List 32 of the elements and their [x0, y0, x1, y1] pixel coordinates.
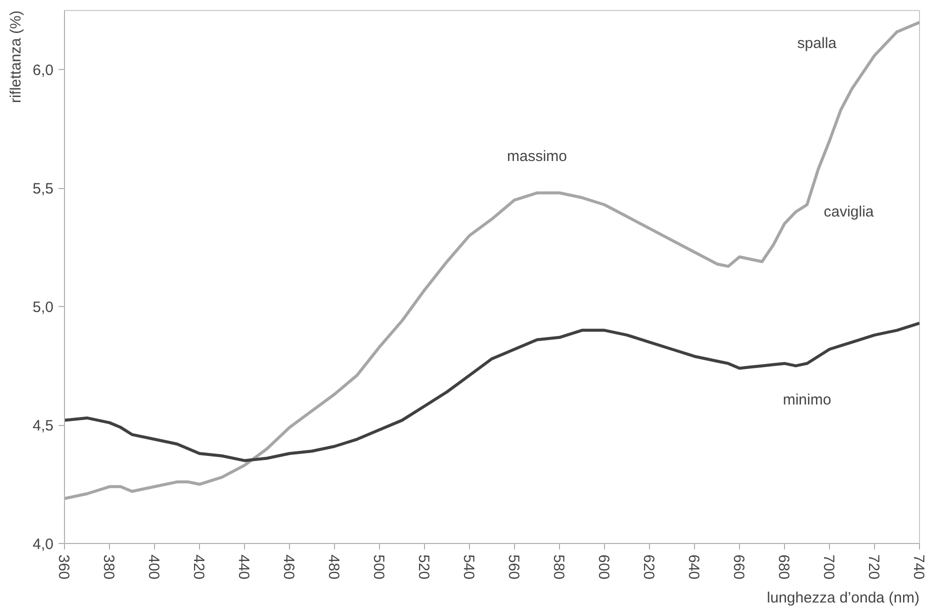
annotation: spalla	[797, 35, 838, 52]
y-tick-label: 6,0	[32, 62, 54, 80]
x-tick-label: 360	[55, 554, 72, 580]
x-tick-label: 420	[190, 554, 207, 580]
x-tick-label: 480	[325, 554, 342, 580]
x-tick-label: 520	[415, 554, 432, 580]
x-tick-label: 440	[235, 554, 252, 580]
x-tick-label: 600	[595, 554, 612, 580]
x-tick-label: 560	[505, 554, 522, 580]
x-tick-label: 580	[550, 554, 567, 580]
x-tick-label: 740	[910, 554, 927, 580]
x-tick-label: 540	[460, 554, 477, 580]
x-tick-label: 680	[775, 554, 792, 580]
annotation: caviglia	[824, 203, 874, 220]
y-axis-title: riflettanza (%)	[8, 10, 24, 104]
x-tick-label: 660	[730, 554, 747, 580]
x-tick-label: 700	[820, 554, 837, 580]
y-tick-label: 5,5	[32, 180, 54, 198]
x-tick-label: 500	[370, 554, 387, 580]
y-tick-label: 4,0	[32, 536, 54, 553]
annotation: massimo	[506, 148, 568, 165]
x-axis-title: lunghezza d’onda (nm)	[766, 590, 920, 606]
x-tick-label: 720	[865, 554, 882, 580]
y-tick-label: 4,5	[32, 418, 54, 435]
x-tick-label: 640	[685, 554, 702, 580]
y-tick-label: 5,0	[32, 299, 54, 316]
line-series	[64, 322, 920, 462]
x-tick-label: 620	[640, 554, 657, 580]
x-tick-label: 460	[280, 554, 297, 580]
x-tick-label: 400	[145, 554, 162, 580]
x-tick-label: 380	[100, 554, 117, 580]
annotation: minimo	[782, 391, 832, 408]
